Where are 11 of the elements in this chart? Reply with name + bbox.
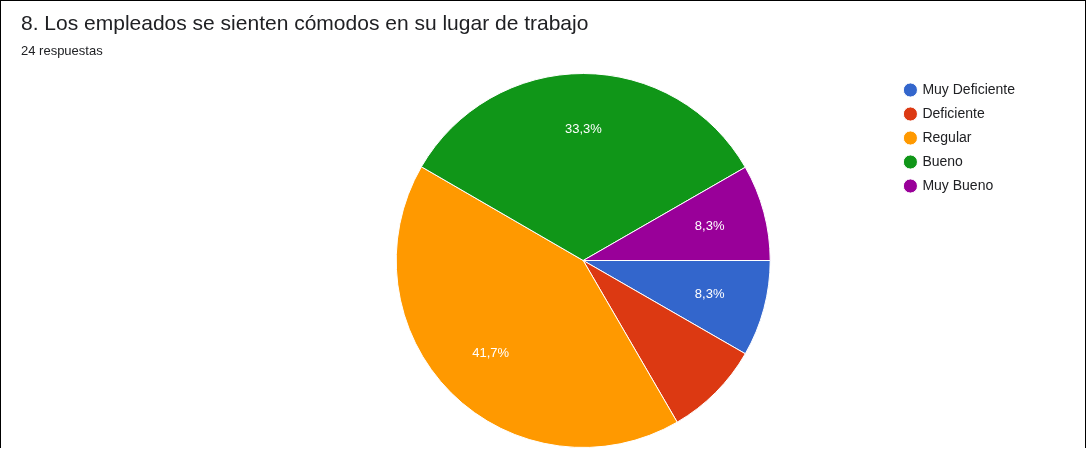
data-label: 8,3% [694,218,725,234]
legend-label: Deficiente [922,104,985,121]
data-label: 41,7% [472,344,510,360]
legend-label: Regular [922,128,972,145]
chart-title: 8. Los empleados se sienten cómodos en su lugar de trabajo [21,11,589,35]
data-label: 8,3% [694,285,725,301]
legend-label: Bueno [922,152,964,169]
legend-label: Muy Bueno [922,176,994,193]
data-label: 33,3% [564,121,603,137]
text: 24 respuestas [21,43,103,58]
legend-label: Muy Deficiente [922,80,1016,97]
